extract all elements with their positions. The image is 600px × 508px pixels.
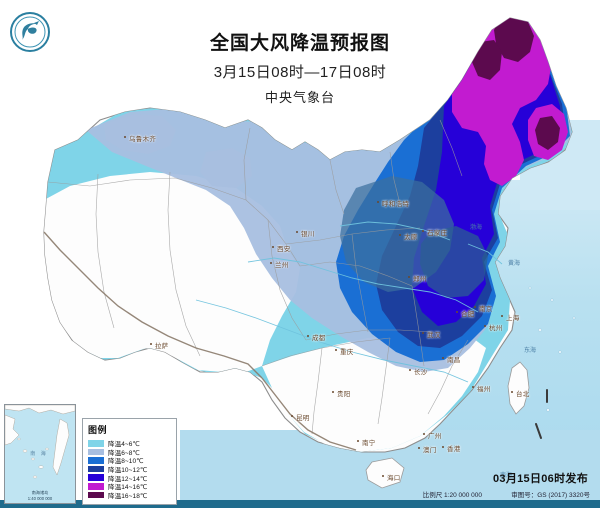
release-time: 03月15日06时发布 [492, 473, 588, 485]
sea-label: 南海 [500, 473, 513, 479]
legend-color-swatch [88, 483, 104, 490]
legend-item-label: 降温10~12℃ [108, 467, 148, 475]
legend-item-label: 降温8~10℃ [108, 458, 144, 466]
legend-item: 降温12~14℃ [88, 473, 171, 483]
inset-scale-line2: 1:40 000 000 [27, 495, 53, 501]
legend-item: 降温8~10℃ [88, 456, 171, 465]
sea-label: 渤海 [470, 225, 483, 231]
legend-color-swatch [88, 457, 104, 464]
legend-title: 图例 [88, 425, 108, 435]
forecast-period: 3月15日08时—17日08时 [213, 64, 387, 81]
map-scale: 比例尺 1:20 000 000 [422, 492, 482, 499]
legend-item: 降温14~16℃ [88, 482, 171, 491]
legend-color-swatch [88, 440, 104, 447]
inset-scale-line1: 南海诸岛 [31, 490, 49, 496]
legend-item-label: 降温6~8℃ [108, 449, 140, 457]
legend-panel: 图例 降温4~6℃ 降温6~8℃ 降温8~10℃ 降温10~12℃ 降温12~14℃ 降温… [82, 418, 177, 506]
legend-item-label: 降温16~18℃ [108, 492, 148, 500]
south-china-sea-inset-map: 南 海 南海诸岛 1:40 000 000 [4, 404, 76, 504]
map-approval-number: 审图号：GS (2017) 3320号 [511, 492, 590, 499]
cma-dragon-logo [8, 10, 52, 54]
page-title: 全国大风降温预报图 [209, 32, 390, 54]
legend-color-swatch [88, 465, 104, 473]
title-block: 全国大风降温预报图 3月15日08时—17日08时 中央气象台 [150, 28, 450, 106]
legend-item-label: 降温14~16℃ [108, 484, 148, 492]
legend-item-label: 降温12~14℃ [108, 475, 148, 483]
inset-scale-text: 南海诸岛 1:40 000 000 [5, 490, 75, 501]
legend-rows: 降温4~6℃ 降温6~8℃ 降温8~10℃ 降温10~12℃ 降温12~14℃ 降温14~… [88, 439, 171, 500]
legend-color-swatch [88, 448, 104, 456]
issuer-name: 中央气象台 [264, 90, 335, 105]
sea-label: 黄海 [508, 261, 521, 267]
legend-color-swatch [88, 474, 104, 481]
svg-text:南 海: 南 海 [30, 450, 48, 457]
sea-label: 东海 [524, 348, 537, 354]
legend-color-swatch [88, 491, 104, 499]
legend-item: 降温10~12℃ [88, 465, 171, 474]
bottom-bar [0, 500, 600, 508]
legend-item: 降温16~18℃ [88, 491, 171, 500]
